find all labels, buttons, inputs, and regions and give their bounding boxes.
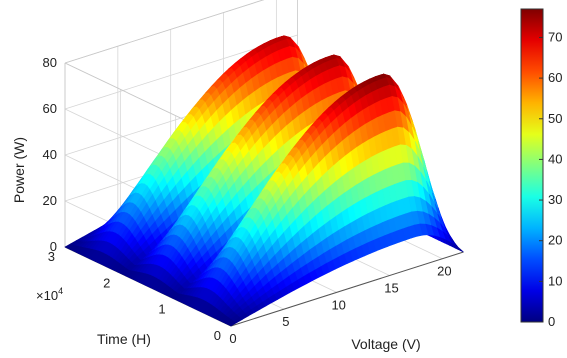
colorbar-tick-label: 10	[548, 273, 562, 288]
surface-patch	[454, 243, 464, 253]
axis-line	[230, 251, 464, 327]
colorbar-scale	[520, 8, 544, 323]
colorbar-tick-label: 50	[548, 111, 562, 126]
y-tick-label: 3	[48, 249, 55, 264]
colorbar: 0 10 20 30 40 50 60 70	[520, 8, 562, 329]
y-tick-label: 1	[158, 302, 165, 317]
colorbar-tick-label: 40	[548, 151, 562, 166]
colorbar-tick-label: 30	[548, 192, 562, 207]
z-tick-label: 60	[43, 101, 57, 116]
power-surface	[64, 35, 464, 327]
box-edge	[64, 0, 265, 64]
colorbar-tick-label: 20	[548, 233, 562, 248]
colorbar-tick-label: 60	[548, 70, 562, 85]
x-tick-label: 10	[331, 297, 345, 312]
x-tick-label: 20	[437, 264, 451, 279]
z-tick-label: 0	[50, 239, 57, 254]
z-tick-label: 40	[43, 147, 57, 162]
colorbar-tick-label: 0	[548, 314, 555, 329]
y-axis-multiplier: ×104	[36, 286, 63, 303]
z-tick-label: 20	[43, 193, 57, 208]
x-tick-label: 0	[229, 331, 236, 346]
y-multiplier-exponent: 4	[58, 286, 63, 296]
x-axis-label: Voltage (V)	[351, 336, 420, 352]
colorbar-tick-label: 70	[548, 29, 562, 44]
y-multiplier-base: ×10	[36, 288, 58, 303]
x-tick-label: 15	[384, 281, 398, 296]
y-tick-label: 0	[214, 328, 221, 343]
y-axis-label: Time (H)	[97, 331, 151, 347]
z-axis-label: Power (W)	[11, 137, 27, 203]
x-tick-label: 5	[282, 314, 289, 329]
z-tick-label: 80	[43, 55, 57, 70]
y-tick-label: 2	[103, 275, 110, 290]
colorbar-ticks: 0 10 20 30 40 50 60 70	[539, 29, 562, 329]
